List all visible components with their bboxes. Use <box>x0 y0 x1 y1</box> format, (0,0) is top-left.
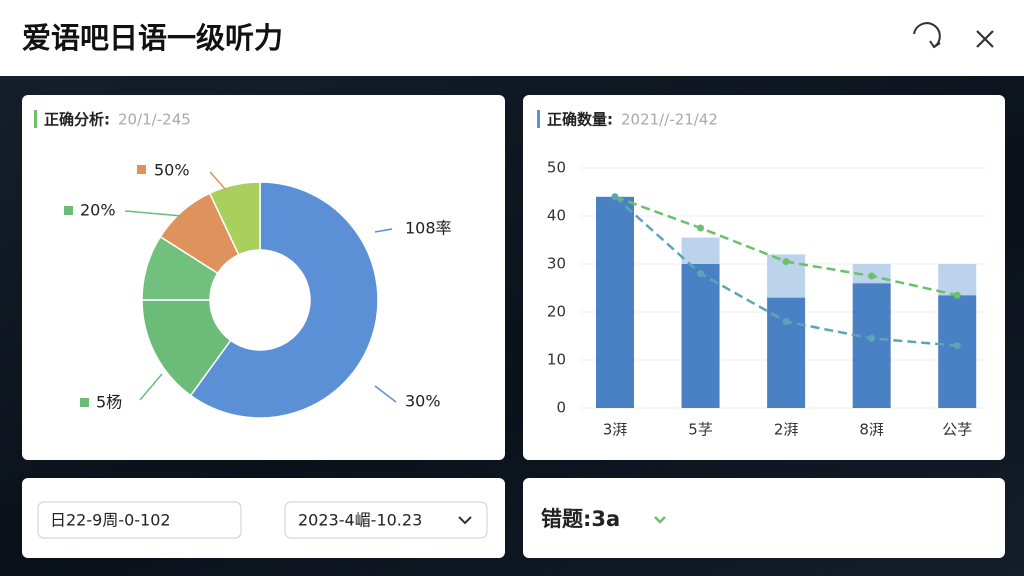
x-tick-label: 8湃 <box>859 421 884 439</box>
bar-segment <box>938 264 977 296</box>
bar-segment <box>681 237 720 264</box>
bar-card <box>523 95 1005 460</box>
bar-segment <box>767 297 806 408</box>
y-tick-label: 30 <box>547 255 566 273</box>
annotation-line <box>374 228 393 233</box>
annotation: 108率 <box>405 219 452 238</box>
annotation-line <box>374 385 397 403</box>
line-point <box>953 291 961 299</box>
pie-slice <box>208 181 261 256</box>
expand-chevron[interactable] <box>654 516 666 524</box>
annotation: 5杨 <box>96 393 122 412</box>
bar-segment <box>596 196 634 408</box>
pie-slice <box>141 299 232 397</box>
y-tick-label: 50 <box>547 159 566 177</box>
error-count: 错题:3a <box>541 507 620 531</box>
header-bar <box>0 0 1024 76</box>
title-accent <box>537 110 540 128</box>
line-point <box>782 258 790 266</box>
line-point <box>868 272 876 280</box>
end-date-select[interactable] <box>284 501 488 539</box>
line-point <box>611 193 619 201</box>
y-tick-label: 20 <box>547 303 566 321</box>
pie-card <box>22 95 505 460</box>
line-point <box>697 224 705 232</box>
annotation-line <box>139 373 163 401</box>
start-date-input[interactable] <box>37 501 242 539</box>
line-point <box>782 318 790 326</box>
annotation: 20% <box>80 201 116 220</box>
line-point <box>868 334 876 342</box>
x-tick-label: 3湃 <box>603 421 628 439</box>
y-tick-label: 0 <box>556 399 566 417</box>
chart-subtitle: 20/1/-245 <box>118 111 191 129</box>
annotation-line <box>124 210 183 217</box>
bar-segment <box>681 264 720 408</box>
annotation-line <box>209 171 227 191</box>
start-date-text: 日22-9周-0-102 <box>50 511 171 530</box>
x-tick-label: 公芓 <box>942 421 972 439</box>
error-card <box>523 478 1005 558</box>
legend-swatch <box>137 165 146 174</box>
dropdown-chevron <box>458 516 472 525</box>
legend-swatch <box>80 398 89 407</box>
x-tick-label: 5芓 <box>688 421 713 439</box>
bar-segment <box>938 295 977 408</box>
y-tick-label: 10 <box>547 351 566 369</box>
app-title: 爱语吧日语一级听力 <box>22 21 283 55</box>
bar-segment <box>852 283 891 408</box>
x-tick-label: 2湃 <box>774 421 799 439</box>
end-date-text: 2023-4嵋-10.23 <box>298 511 422 530</box>
close-button[interactable] <box>976 30 994 48</box>
title-accent <box>34 110 37 128</box>
chart-title: 正确分析: <box>44 111 110 129</box>
line-point <box>697 270 705 278</box>
chart-title: 正确数量: <box>547 111 613 129</box>
line-point <box>953 342 961 350</box>
y-tick-label: 40 <box>547 207 566 225</box>
pie-slice <box>189 181 379 419</box>
legend-swatch <box>64 206 73 215</box>
chart-subtitle: 2021//-21/42 <box>621 111 718 129</box>
refresh-button[interactable] <box>913 22 941 49</box>
annotation: 50% <box>154 161 190 180</box>
annotation: 30% <box>405 392 441 411</box>
